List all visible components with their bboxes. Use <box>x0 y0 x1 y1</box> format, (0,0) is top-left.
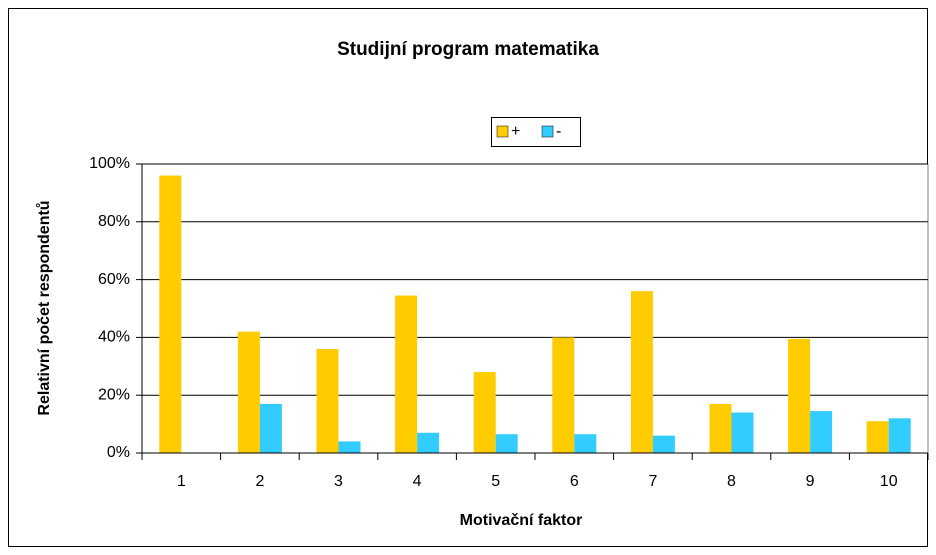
bar <box>473 372 496 453</box>
bar <box>574 434 597 453</box>
y-tick-label: 20% <box>98 386 130 403</box>
x-tick-label: 10 <box>880 473 898 490</box>
y-tick-label: 100% <box>89 155 130 172</box>
bar <box>866 421 889 453</box>
bar <box>316 348 339 453</box>
legend-label: + <box>511 123 520 140</box>
bar <box>552 337 575 453</box>
bar <box>810 411 833 453</box>
bar <box>630 291 653 453</box>
bar <box>395 295 418 453</box>
x-tick-label: 5 <box>491 473 500 490</box>
y-tick-label: 0% <box>107 444 130 461</box>
bar <box>652 435 675 453</box>
chart-title: Studijní program matematika <box>337 39 599 60</box>
x-tick-label: 8 <box>727 473 736 490</box>
bar <box>159 175 182 453</box>
x-axis-label: Motivační faktor <box>460 512 583 529</box>
legend-swatch <box>496 125 509 138</box>
x-tick-label: 1 <box>177 473 186 490</box>
y-tick-label: 60% <box>98 271 130 288</box>
x-tick-label: 2 <box>255 473 264 490</box>
bar <box>709 403 732 453</box>
bar <box>417 432 440 453</box>
x-tick-label: 4 <box>413 473 422 490</box>
bar <box>259 403 282 453</box>
bar <box>338 441 361 453</box>
bar <box>495 434 518 453</box>
legend-label: - <box>556 123 561 140</box>
y-axis-label: Relativní počet respondentů <box>36 200 53 415</box>
x-tick-label: 7 <box>648 473 657 490</box>
y-tick-label: 80% <box>98 213 130 230</box>
x-tick-label: 9 <box>806 473 815 490</box>
x-tick-label: 6 <box>570 473 579 490</box>
bar <box>237 331 260 453</box>
bar <box>788 338 811 453</box>
x-tick-label: 3 <box>334 473 343 490</box>
y-tick-label: 40% <box>98 329 130 346</box>
bar <box>888 418 911 453</box>
bar <box>731 412 754 453</box>
legend-swatch <box>541 125 554 138</box>
